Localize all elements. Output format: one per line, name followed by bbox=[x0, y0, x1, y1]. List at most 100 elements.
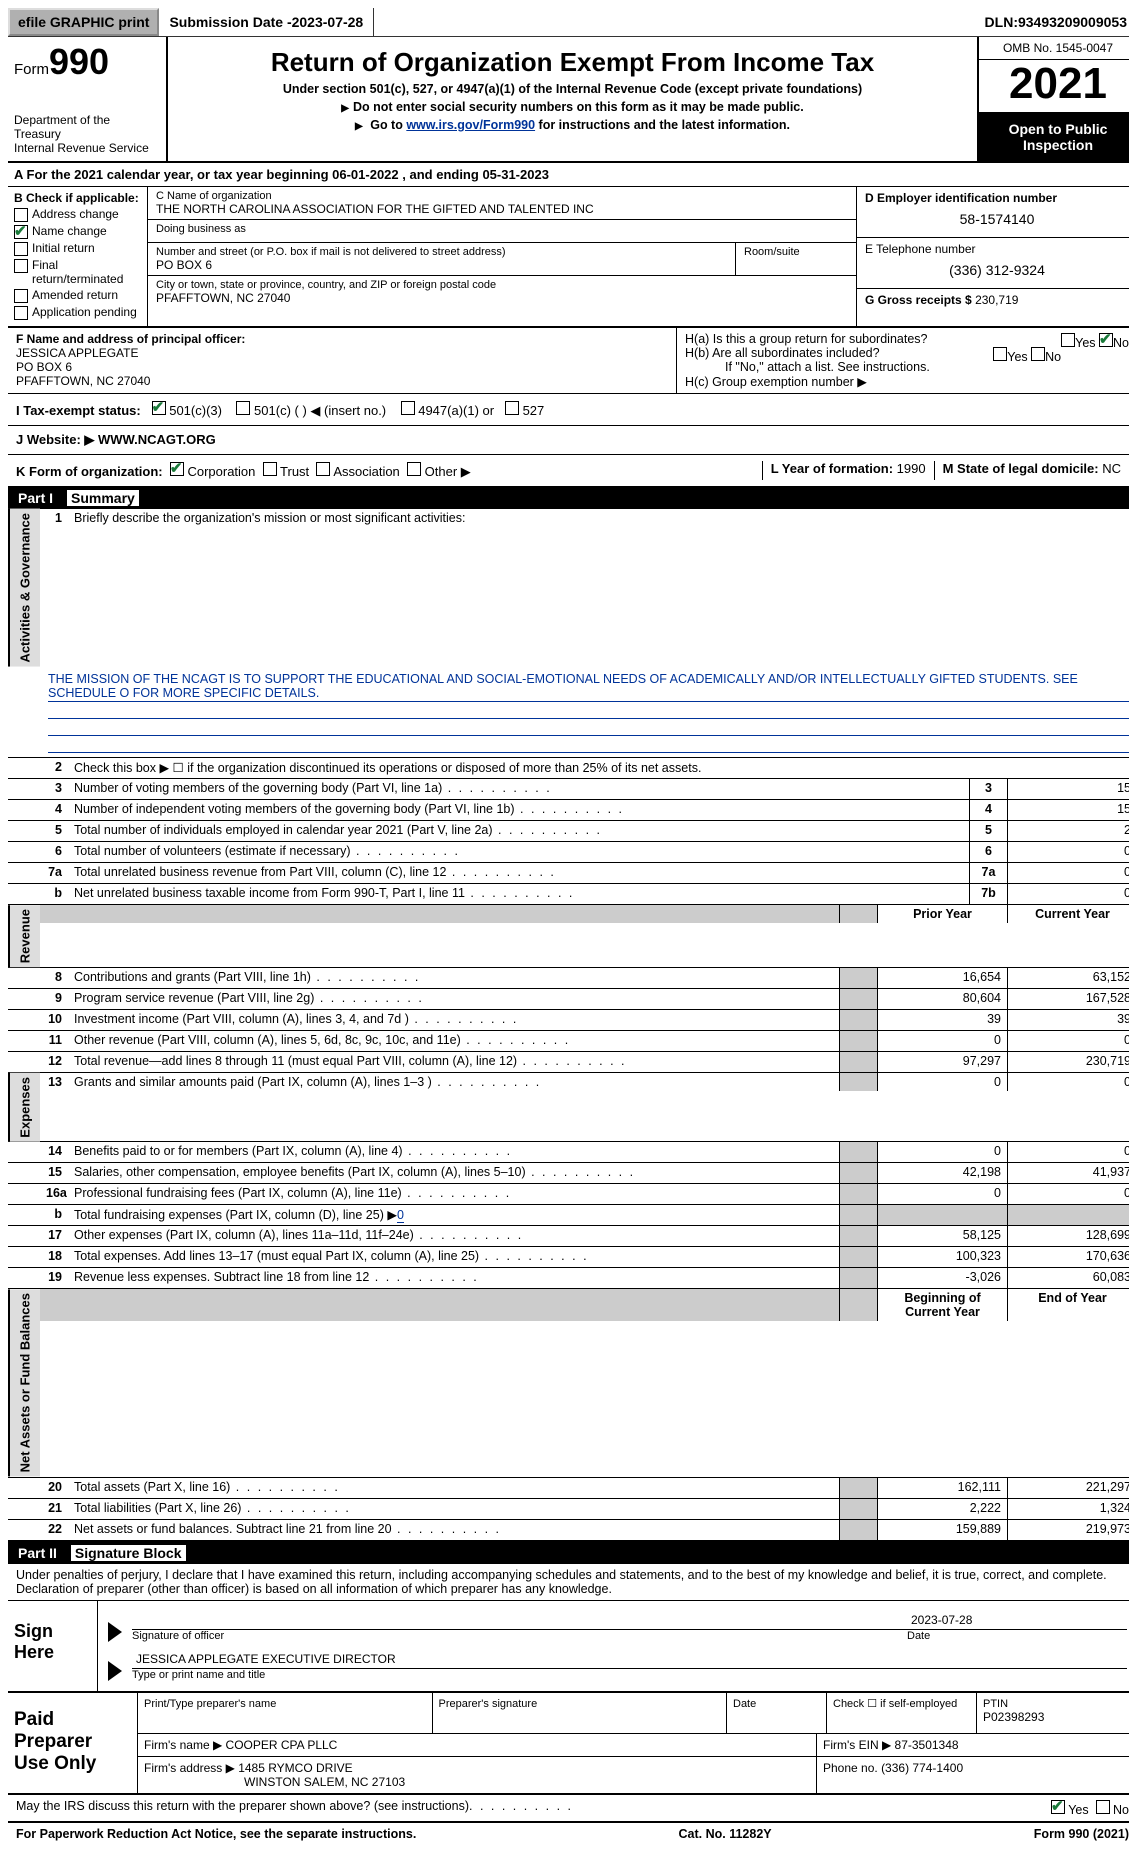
line-text: Salaries, other compensation, employee b… bbox=[68, 1163, 839, 1183]
summary-row: 3Number of voting members of the governi… bbox=[8, 778, 1129, 799]
line-number: 8 bbox=[40, 968, 68, 988]
current-value: 63,152 bbox=[1007, 968, 1129, 988]
discuss-row: May the IRS discuss this return with the… bbox=[8, 1795, 1129, 1823]
sig-officer-line[interactable] bbox=[132, 1607, 907, 1630]
officer-addr2: PFAFFTOWN, NC 27040 bbox=[16, 374, 668, 388]
sig-date-value: 2023-07-28 bbox=[911, 1613, 972, 1627]
corp-box[interactable] bbox=[170, 462, 184, 476]
prep-self-cell: Check ☐ if self-employed bbox=[827, 1693, 977, 1733]
check-amended-return[interactable]: Amended return bbox=[14, 288, 141, 303]
org-name-cell: C Name of organization THE NORTH CAROLIN… bbox=[148, 187, 856, 220]
hb-yes-box[interactable] bbox=[993, 347, 1007, 361]
501c3-box[interactable] bbox=[152, 401, 166, 415]
m-value: NC bbox=[1102, 461, 1121, 476]
fh-block: F Name and address of principal officer:… bbox=[8, 328, 1129, 394]
ha-yes-box[interactable] bbox=[1061, 333, 1075, 347]
sig-date-line[interactable]: 2023-07-28 bbox=[907, 1607, 1127, 1630]
ha-yesno: Yes No bbox=[1061, 332, 1129, 350]
check-final-return[interactable]: Final return/terminated bbox=[14, 258, 141, 286]
col-beginning: Beginning of Current Year bbox=[877, 1289, 1007, 1321]
line-box: 4 bbox=[969, 800, 1007, 820]
check-address-change[interactable]: Address change bbox=[14, 207, 141, 222]
4947-box[interactable] bbox=[401, 401, 415, 415]
sig-name-line[interactable]: JESSICA APPLEGATE EXECUTIVE DIRECTOR bbox=[132, 1646, 1127, 1669]
line-value: 0 bbox=[1007, 842, 1129, 862]
check-name-change[interactable]: Name change bbox=[14, 224, 141, 239]
opt-corp: Corporation bbox=[187, 464, 255, 479]
trust-box[interactable] bbox=[263, 462, 277, 476]
form-number: Form990 bbox=[14, 41, 160, 83]
527-box[interactable] bbox=[505, 401, 519, 415]
prior-value: 80,604 bbox=[877, 989, 1007, 1009]
pra-notice: For Paperwork Reduction Act Notice, see … bbox=[16, 1827, 416, 1841]
irs-link[interactable]: www.irs.gov/Form990 bbox=[406, 118, 535, 132]
mission-blank bbox=[48, 736, 1129, 753]
summary-row: 19Revenue less expenses. Subtract line 1… bbox=[8, 1267, 1129, 1288]
prior-value: 58,125 bbox=[877, 1226, 1007, 1246]
ptin-cell: PTINP02398293 bbox=[977, 1693, 1129, 1733]
line-16b: bTotal fundraising expenses (Part IX, co… bbox=[8, 1204, 1129, 1225]
cat-number: Cat. No. 11282Y bbox=[679, 1827, 772, 1841]
discuss-yes-box[interactable] bbox=[1051, 1800, 1065, 1814]
part-ii-header: Part II Signature Block bbox=[8, 1542, 1129, 1564]
line2-text: Check this box ▶ ☐ if the organization d… bbox=[68, 758, 1129, 778]
current-value: 39 bbox=[1007, 1010, 1129, 1030]
tab-expenses: Expenses bbox=[8, 1073, 40, 1142]
line-box bbox=[839, 1010, 877, 1030]
line-number: 16a bbox=[40, 1184, 68, 1204]
ha-label: H(a) Is this a group return for subordin… bbox=[685, 332, 927, 346]
mission-text: THE MISSION OF THE NCAGT IS TO SUPPORT T… bbox=[48, 671, 1129, 702]
line-number: 11 bbox=[40, 1031, 68, 1051]
501c-box[interactable] bbox=[236, 401, 250, 415]
chk-label: Application pending bbox=[32, 305, 137, 319]
line-text: Total expenses. Add lines 13–17 (must eq… bbox=[68, 1247, 839, 1267]
info-grid: B Check if applicable: Address change Na… bbox=[8, 187, 1129, 328]
open-inspection-badge: Open to Public Inspection bbox=[979, 113, 1129, 161]
sig-name-value: JESSICA APPLEGATE EXECUTIVE DIRECTOR bbox=[136, 1652, 396, 1666]
prep-row-2: Firm's name ▶ COOPER CPA PLLC Firm's EIN… bbox=[138, 1734, 1129, 1757]
other-box[interactable] bbox=[407, 462, 421, 476]
firm-phone-value: (336) 774-1400 bbox=[881, 1761, 963, 1775]
form-prefix: Form bbox=[14, 61, 49, 78]
line-box bbox=[839, 968, 877, 988]
assoc-box[interactable] bbox=[316, 462, 330, 476]
ha-no-box[interactable] bbox=[1099, 333, 1113, 347]
part-i-label: Part I bbox=[18, 490, 53, 506]
firm-name-label: Firm's name ▶ bbox=[144, 1738, 226, 1752]
opt-trust: Trust bbox=[280, 464, 309, 479]
firm-phone-label: Phone no. bbox=[823, 1761, 881, 1775]
check-application-pending[interactable]: Application pending bbox=[14, 305, 141, 320]
line-number: 3 bbox=[40, 779, 68, 799]
col-prior-year: Prior Year bbox=[877, 905, 1007, 923]
arrow-icon bbox=[108, 1622, 122, 1642]
current-value: 128,699 bbox=[1007, 1226, 1129, 1246]
check-initial-return[interactable]: Initial return bbox=[14, 241, 141, 256]
prior-value: 0 bbox=[877, 1073, 1007, 1091]
phone-label: E Telephone number bbox=[865, 242, 1129, 256]
efile-print-button[interactable]: efile GRAPHIC print bbox=[8, 8, 159, 36]
opt-assoc: Association bbox=[333, 464, 399, 479]
line-text: Grants and similar amounts paid (Part IX… bbox=[68, 1073, 839, 1091]
opt-4947: 4947(a)(1) or bbox=[418, 403, 494, 418]
hb-note: If "No," attach a list. See instructions… bbox=[685, 360, 1129, 374]
summary-row: 7aTotal unrelated business revenue from … bbox=[8, 862, 1129, 883]
line-number: 12 bbox=[40, 1052, 68, 1072]
line-text: Total fundraising expenses (Part IX, col… bbox=[68, 1205, 839, 1225]
city-value: PFAFFTOWN, NC 27040 bbox=[156, 291, 848, 305]
line-text: Investment income (Part VIII, column (A)… bbox=[68, 1010, 839, 1030]
line-a-mid: , and ending bbox=[402, 167, 482, 182]
signature-row: Signature of officer 2023-07-28 Date bbox=[108, 1607, 1127, 1642]
paid-preparer-label: Paid Preparer Use Only bbox=[8, 1693, 138, 1793]
revenue-header: Revenue Prior Year Current Year bbox=[8, 904, 1129, 967]
line-text: Total liabilities (Part X, line 26) bbox=[68, 1499, 839, 1519]
submission-label: Submission Date - bbox=[169, 14, 291, 30]
line-text: Total number of volunteers (estimate if … bbox=[68, 842, 969, 862]
discuss-no-box[interactable] bbox=[1096, 1800, 1110, 1814]
summary-row: 9Program service revenue (Part VIII, lin… bbox=[8, 988, 1129, 1009]
omb-number: OMB No. 1545-0047 bbox=[979, 37, 1129, 60]
hb-no-box[interactable] bbox=[1031, 347, 1045, 361]
sig-date-label: Date bbox=[907, 1630, 1127, 1642]
summary-row: 20Total assets (Part X, line 16)162,1112… bbox=[8, 1477, 1129, 1498]
prep-name-label: Print/Type preparer's name bbox=[144, 1698, 276, 1710]
column-d: D Employer identification number 58-1574… bbox=[857, 187, 1129, 326]
